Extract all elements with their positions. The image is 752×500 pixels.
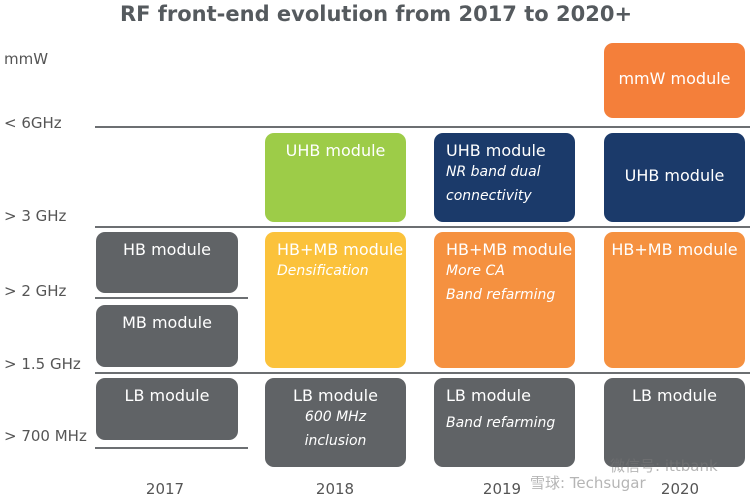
column-label: 2017 [145,480,185,498]
module-note: Densification [277,263,369,279]
module-label: HB+MB module [446,240,573,259]
column-label: 2020 [660,480,700,498]
divider [95,126,750,128]
module-label: UHB module [624,166,725,185]
module: mmW module [604,43,745,118]
module: UHB module NR band dual connectivity [434,133,575,222]
module-label: HB+MB module [277,240,404,259]
module-note: 600 MHz [304,409,367,425]
module-note: More CA [446,263,505,279]
module-note: connectivity [446,188,532,204]
module-label: MB module [122,313,212,332]
divider [95,297,248,299]
module-label: mmW module [618,69,731,88]
module: UHB module [604,133,745,222]
divider [95,226,750,228]
module-label: LB module [632,386,717,405]
row-label: > 2 GHz [4,282,67,300]
module: UHB module [265,133,406,222]
column-label: 2019 [482,480,522,498]
module-note: inclusion [304,433,367,449]
module: HB module [96,232,238,293]
module-label: UHB module [285,141,386,160]
module: LB module 600 MHz inclusion [265,378,406,467]
title: RF front-end evolution from 2017 to 2020… [119,2,633,26]
module: LB module [96,378,238,440]
module-note: NR band dual [446,164,541,180]
module: HB+MB module Densification [265,232,406,368]
row-label: > 1.5 GHz [4,355,81,373]
module-note: Band refarming [446,287,556,303]
row-label: > 700 MHz [4,427,87,445]
module-label: LB module [446,386,531,405]
divider [95,372,750,374]
module: HB+MB module [604,232,745,368]
module-label: HB module [122,240,212,259]
module: HB+MB module More CA Band refarming [434,232,575,368]
module: LB module [604,378,745,467]
row-label: < 6GHz [4,114,62,132]
watermark: 微信号: ittbank [610,457,718,475]
module-label: HB+MB module [611,240,738,259]
module: MB module [96,305,238,367]
row-label: > 3 GHz [4,207,67,225]
divider [95,447,248,449]
watermark: 雪球: Techsugar [530,474,646,492]
module-label: LB module [293,386,378,405]
column-label: 2018 [315,480,355,498]
module-label: LB module [124,386,210,405]
row-label: mmW [4,50,49,68]
module-label: UHB module [446,141,546,160]
module: LB module Band refarming [434,378,575,467]
module-note: Band refarming [446,415,556,431]
